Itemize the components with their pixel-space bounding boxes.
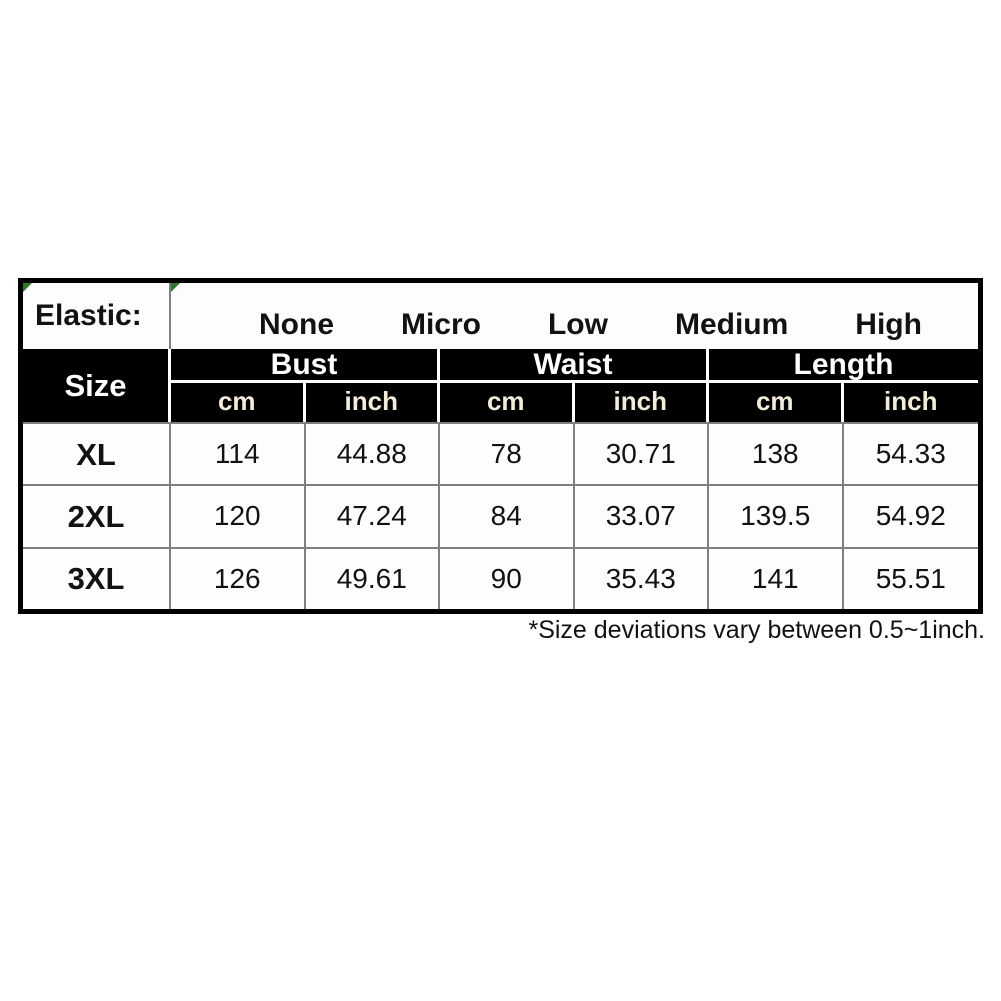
- cell-length-inch: 55.51: [843, 546, 978, 609]
- row-label-3xl: 3XL: [23, 546, 171, 609]
- bust-group-header: Bust: [171, 349, 440, 383]
- elastic-level-micro: Micro: [400, 308, 481, 341]
- size-chart-table: Elastic: None Micro Low Medium High Size…: [18, 278, 983, 614]
- row-label-2xl: 2XL: [23, 484, 171, 547]
- cell-waist-inch: 35.43: [574, 546, 709, 609]
- bust-cm-header: cm: [171, 383, 306, 422]
- row-label-xl: XL: [23, 422, 171, 485]
- cell-waist-cm: 78: [440, 422, 575, 485]
- cell-bust-cm: 126: [171, 546, 306, 609]
- length-cm-header: cm: [709, 383, 844, 422]
- comment-marker-icon: [171, 283, 180, 292]
- elastic-level-medium: Medium: [674, 308, 789, 341]
- cell-waist-cm: 90: [440, 546, 575, 609]
- cell-length-cm: 141: [709, 546, 844, 609]
- cell-bust-inch: 49.61: [305, 546, 440, 609]
- comment-marker-icon: [23, 283, 32, 292]
- elastic-label: Elastic:: [35, 299, 142, 332]
- cell-length-inch: 54.92: [843, 484, 978, 547]
- elastic-level-high: High: [855, 308, 922, 341]
- size-deviation-footnote: *Size deviations vary between 0.5~1inch.: [528, 616, 985, 644]
- cell-waist-cm: 84: [440, 484, 575, 547]
- cell-waist-inch: 30.71: [574, 422, 709, 485]
- length-inch-header: inch: [843, 383, 978, 422]
- elastic-level-low: Low: [547, 308, 608, 341]
- cell-bust-cm: 114: [171, 422, 306, 485]
- length-group-header: Length: [709, 349, 978, 383]
- cell-bust-inch: 47.24: [305, 484, 440, 547]
- bust-inch-header: inch: [305, 383, 440, 422]
- elastic-levels-cell: None Micro Low Medium High: [171, 283, 978, 349]
- waist-inch-header: inch: [574, 383, 709, 422]
- cell-bust-inch: 44.88: [305, 422, 440, 485]
- cell-length-cm: 139.5: [709, 484, 844, 547]
- cell-waist-inch: 33.07: [574, 484, 709, 547]
- waist-group-header: Waist: [440, 349, 709, 383]
- cell-bust-cm: 120: [171, 484, 306, 547]
- waist-cm-header: cm: [440, 383, 575, 422]
- cell-length-inch: 54.33: [843, 422, 978, 485]
- cell-length-cm: 138: [709, 422, 844, 485]
- elastic-label-cell: Elastic:: [23, 283, 171, 349]
- elastic-level-none: None: [259, 308, 334, 341]
- size-column-header: Size: [23, 349, 171, 422]
